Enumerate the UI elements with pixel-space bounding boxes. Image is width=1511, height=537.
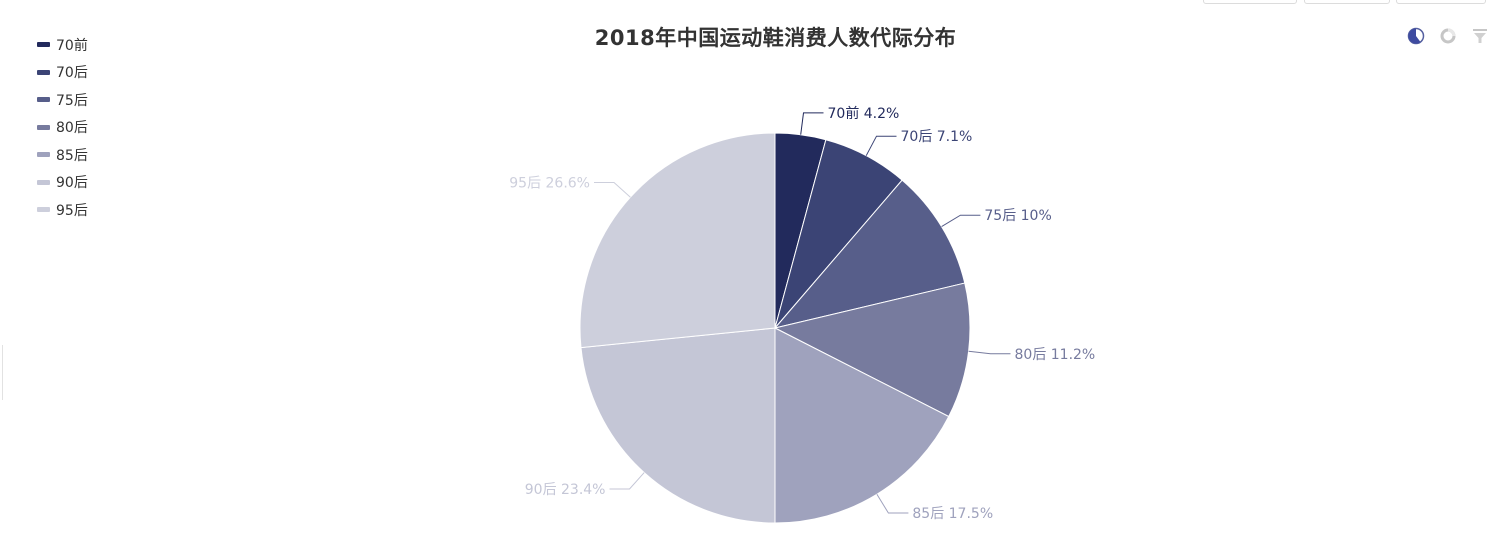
legend-item[interactable]: 85后 (37, 141, 88, 169)
label-leader-line (865, 135, 897, 156)
legend-swatch (37, 42, 50, 48)
pie-slice[interactable] (774, 327, 950, 524)
chart-title: 2018年中国运动鞋消费人数代际分布 (594, 26, 957, 50)
slice-label: 75后 10% (984, 208, 1051, 224)
legend-label: 70后 (56, 65, 88, 82)
slice-label: 70前 4.2% (828, 105, 900, 122)
label-leader-line (609, 472, 645, 490)
top-tab-1[interactable] (1203, 0, 1297, 4)
legend-label: 70前 (56, 37, 88, 54)
slice-label: 80后 11.2% (1015, 347, 1096, 363)
legend-swatch (37, 69, 50, 75)
legend-swatch (37, 179, 50, 185)
legend-item[interactable]: 75后 (37, 86, 88, 114)
slice-label: 85后 17.5% (912, 506, 993, 522)
slice-label: 95后 26.6% (509, 176, 590, 192)
toolbox (1407, 27, 1489, 45)
ring-mode-icon[interactable] (1439, 27, 1457, 45)
label-leader-line (876, 494, 909, 514)
legend-item[interactable]: 70前 (37, 31, 88, 59)
filter-icon[interactable] (1471, 27, 1489, 45)
legend-swatch (37, 97, 50, 103)
legend-item[interactable]: 95后 (37, 196, 88, 224)
legend-item[interactable]: 80后 (37, 114, 88, 142)
legend-label: 90后 (56, 175, 88, 192)
legend-label: 95后 (56, 202, 88, 219)
label-leader-line (968, 350, 1011, 355)
pie-slice[interactable] (773, 179, 966, 329)
label-leader-line (594, 182, 631, 198)
legend-swatch (37, 152, 50, 158)
pie-mode-icon[interactable] (1407, 27, 1425, 45)
legend-label: 75后 (56, 92, 88, 109)
slice-label: 70后 7.1% (901, 129, 973, 145)
legend-label: 80后 (56, 120, 88, 137)
label-leader-line (941, 214, 981, 228)
pie-slice[interactable] (579, 132, 776, 349)
legend-swatch (37, 207, 50, 213)
pie-slice[interactable] (580, 327, 776, 524)
top-tab-2[interactable] (1304, 0, 1390, 4)
legend-swatch (37, 124, 50, 130)
legend-item[interactable]: 90后 (37, 169, 88, 197)
slice-label: 90后 23.4% (525, 482, 606, 498)
top-tab-3[interactable] (1396, 0, 1486, 4)
label-leader-line (800, 112, 824, 135)
legend-label: 85后 (56, 147, 88, 164)
legend-item[interactable]: 70后 (37, 59, 88, 87)
left-panel-edge (0, 345, 3, 400)
legend: 70前 70后 75后 80后 85后 90后 95后 (37, 31, 88, 224)
